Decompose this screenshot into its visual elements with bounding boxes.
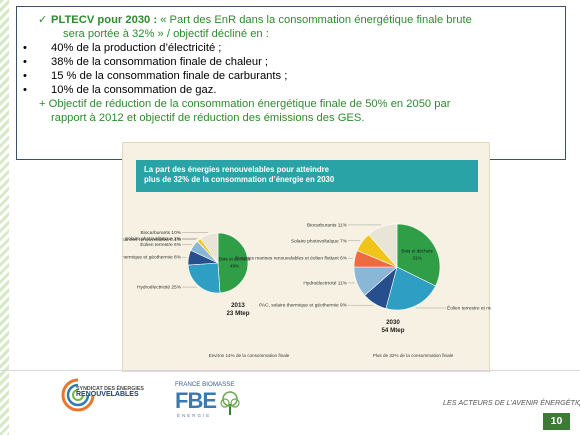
decorative-stripe (0, 0, 9, 435)
fbe-wordmark: FBE (175, 388, 217, 413)
ser-swirl-icon (61, 378, 95, 412)
pie-year-label: 2013 (231, 302, 245, 309)
plus-objective-line2: rapport à 2012 et objectif de réduction … (51, 112, 365, 124)
slice-label: Éolien terrestre et maritime posé 21% (447, 305, 491, 312)
slice-label: Biocarburants 10% (140, 230, 181, 236)
intro-line: ✓ PLTECV pour 2030 : « Part des EnR dans… (38, 13, 555, 27)
fbe-top-text: FRANCE BIOMASSE (175, 381, 235, 388)
bullet-item: 40% de la production d’électricité ; (23, 41, 555, 55)
slice-label: PAC, solaire thermique et géothermie 8% (123, 255, 182, 261)
slice-label: Énergies marines renouvelables 0.1% (123, 236, 182, 243)
pie-slice (217, 232, 249, 294)
pie-chart-2030 (353, 223, 441, 311)
intro-text-1: « Part des EnR dans la consommation éner… (157, 14, 472, 26)
intro-title: PLTECV pour 2030 : (51, 14, 158, 26)
slice-label: Hydroélectricité 11% (303, 280, 347, 286)
pie-charts: Bois et déchets 49% Hydroélectricité 25% PA… (123, 222, 491, 358)
fbe-logo: FRANCE BIOMASSE FBE ÉNERGIE (175, 381, 245, 421)
page-number-badge: 10 (543, 413, 570, 430)
figure-title-line2: plus de 32% de la consommation d’énergie… (144, 175, 335, 184)
bullet-item: 15 % de la consommation finale de carbur… (23, 69, 555, 83)
slice-label: Solaire photovoltaïque 2% (125, 236, 182, 242)
bullet-item: 38% de la consommation finale de chaleur… (23, 55, 555, 69)
intro-text-2: sera portée à 32% » / objectif décliné e… (63, 28, 269, 40)
slice-label: Énergies marines renouvelables et éolien… (235, 255, 348, 262)
pie-chart-2013 (187, 232, 249, 294)
ser-logo: SYNDICAT DES ÉNERGIES RENOUVELABLES (58, 376, 158, 414)
pie-slice (385, 266, 436, 311)
fbe-sub-text: ÉNERGIE (177, 413, 212, 418)
plus-objective-line1: + Objectif de réduction de la consommati… (39, 98, 451, 110)
slice-label-main: Bois et déchets (401, 249, 433, 254)
slice-label: Biocarburants 11% (307, 222, 348, 228)
pie-slice (396, 223, 441, 287)
pie-slice (199, 232, 219, 264)
footer-divider (0, 370, 580, 371)
footnote-2013: Environ 14% de la consommation finale (209, 353, 290, 358)
checkmark-icon: ✓ (38, 14, 48, 26)
slice-value-main: 49% (230, 264, 239, 269)
ser-line2: RENOUVELABLES (76, 391, 139, 399)
pie-total-label: 23 Mtep (226, 310, 249, 317)
slice-label: Éolien terrestre 6% (140, 241, 182, 248)
objectives-textbox: ✓ PLTECV pour 2030 : « Part des EnR dans… (16, 6, 566, 160)
pie-slice (368, 223, 398, 268)
figure-header: La part des énergies renouvelables pour … (136, 160, 478, 192)
ser-line1: SYNDICAT DES ÉNERGIES (76, 386, 144, 392)
slice-label-main: Bois et déchets (219, 257, 251, 262)
slice-value-main: 31% (412, 256, 421, 261)
slice-label: Solaire photovoltaïque 7% (291, 238, 348, 244)
tree-icon (220, 391, 240, 415)
pie-labels: Bois et déchets 49% Hydroélectricité 25% PA… (123, 222, 491, 358)
slice-label: Hydroélectricité 25% (137, 285, 182, 291)
bullet-item: 10% de la consommation de gaz. (23, 83, 555, 97)
footnote-2030: Plus de 32% de la consommation finale (373, 353, 454, 358)
slice-label: PAC, solaire thermique et géothermie 9% (259, 303, 348, 309)
pie-year-label: 2030 (386, 319, 400, 326)
renewables-figure: La part des énergies renouvelables pour … (122, 142, 491, 372)
pie-total-label: 54 Mtep (381, 327, 404, 334)
ser-logo-text: SYNDICAT DES ÉNERGIES RENOUVELABLES (76, 386, 144, 399)
pie-slice (187, 262, 221, 294)
tagline: LES ACTEURS DE L’AVENIR ÉNERGÉTIQUE (443, 398, 580, 407)
figure-title-line1: La part des énergies renouvelables pour … (144, 165, 330, 174)
